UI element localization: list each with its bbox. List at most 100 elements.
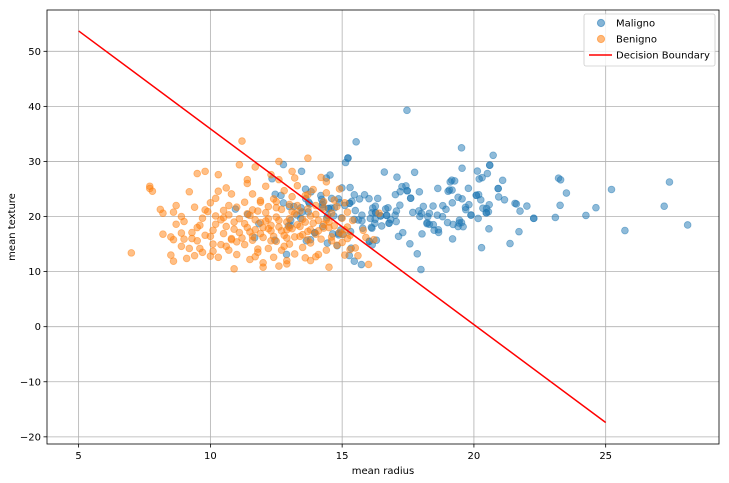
x-tick-label: 15 [336,451,349,462]
data-point-benigno [127,249,136,257]
data-point-benigno [272,203,281,212]
data-point-benigno [209,240,217,248]
data-point-benigno [285,214,294,223]
series-decision-boundary [78,30,607,424]
data-point-benigno [180,217,188,226]
data-point-benigno [283,234,291,242]
data-point-benigno [211,220,220,229]
data-point-maligno [448,235,457,243]
data-point-maligno [350,190,359,199]
data-point-maligno [467,211,475,219]
data-point-benigno [317,235,325,243]
data-point-benigno [375,209,383,218]
data-point-benigno [304,205,312,213]
data-point-benigno [362,233,370,242]
data-point-benigno [269,253,278,262]
data-point-maligno [358,217,366,225]
data-point-maligno [410,168,419,177]
data-point-benigno [288,167,296,176]
data-point-maligno [443,218,452,227]
data-point-benigno [327,209,336,218]
data-point-benigno [325,223,333,232]
data-point-maligno [403,186,412,195]
data-point-benigno [206,232,215,241]
data-point-benigno [256,198,265,207]
y-tick-label: 30 [28,157,41,168]
data-point-maligno [357,260,366,269]
y-tick-label: −10 [20,377,41,388]
y-tick-label: 50 [28,47,41,58]
decision-boundary-line [78,30,607,424]
data-point-maligno [385,219,393,227]
data-point-maligno [556,175,565,184]
data-point-benigno [235,228,244,237]
data-point-maligno [406,239,414,248]
data-point-benigno [206,198,215,207]
data-point-benigno [261,182,270,191]
data-point-maligno [461,203,470,212]
data-point-benigno [219,229,228,238]
data-point-maligno [498,176,507,185]
data-point-benigno [219,213,228,222]
data-point-maligno [473,167,482,175]
data-point-maligno [485,225,493,233]
data-point-benigno [169,257,178,265]
legend-marker-maligno [596,18,606,28]
data-point-maligno [434,184,442,193]
data-point-benigno [322,189,331,197]
data-point-maligno [448,199,457,207]
data-point-benigno [167,233,175,241]
data-point-maligno [380,168,389,176]
data-point-benigno [338,238,346,247]
data-point-benigno [185,244,194,253]
data-point-benigno [340,251,349,259]
data-point-benigno [317,173,325,182]
data-point-benigno [172,201,180,210]
data-point-maligno [415,188,424,196]
x-tick-label: 25 [599,451,612,462]
data-point-benigno [288,207,296,216]
data-point-maligno [382,211,391,220]
y-tick-label: 20 [28,212,41,223]
data-point-benigno [251,216,259,224]
data-point-benigno [322,216,331,224]
y-tick-label: 40 [28,102,41,113]
data-point-benigno [335,185,344,193]
data-point-benigno [180,235,188,243]
data-point-maligno [485,200,494,209]
data-point-benigno [214,170,223,179]
legend-marker-benigno [596,34,606,44]
data-point-benigno [211,194,220,203]
data-point-maligno [396,201,404,209]
data-point-benigno [243,209,252,218]
data-point-benigno [214,253,223,262]
data-point-maligno [425,209,434,218]
y-tick-label: 10 [28,267,41,278]
data-point-benigno [240,240,249,249]
data-point-maligno [482,209,491,217]
data-point-benigno [240,219,249,228]
data-point-maligno [464,184,473,193]
data-point-benigno [340,198,349,207]
data-point-maligno [476,196,485,204]
data-point-maligno [485,161,494,169]
data-point-benigno [267,221,275,230]
data-point-maligno [506,239,514,248]
data-point-benigno [327,236,336,245]
data-point-benigno [322,246,331,254]
data-point-benigno [304,235,312,244]
data-point-maligno [457,144,466,152]
data-point-benigno [290,233,299,241]
data-point-benigno [248,190,257,198]
data-point-benigno [185,187,194,196]
data-point-benigno [259,223,267,232]
data-point-maligno [472,191,481,200]
y-axis-ticks: −20 −10 0 10 20 30 40 50 [20,47,47,443]
legend-label-maligno: Maligno [616,19,655,30]
data-point-benigno [283,256,291,265]
data-point-benigno [201,167,209,176]
data-point-maligno [592,203,600,212]
data-point-benigno [296,222,304,231]
data-point-maligno [483,169,492,178]
